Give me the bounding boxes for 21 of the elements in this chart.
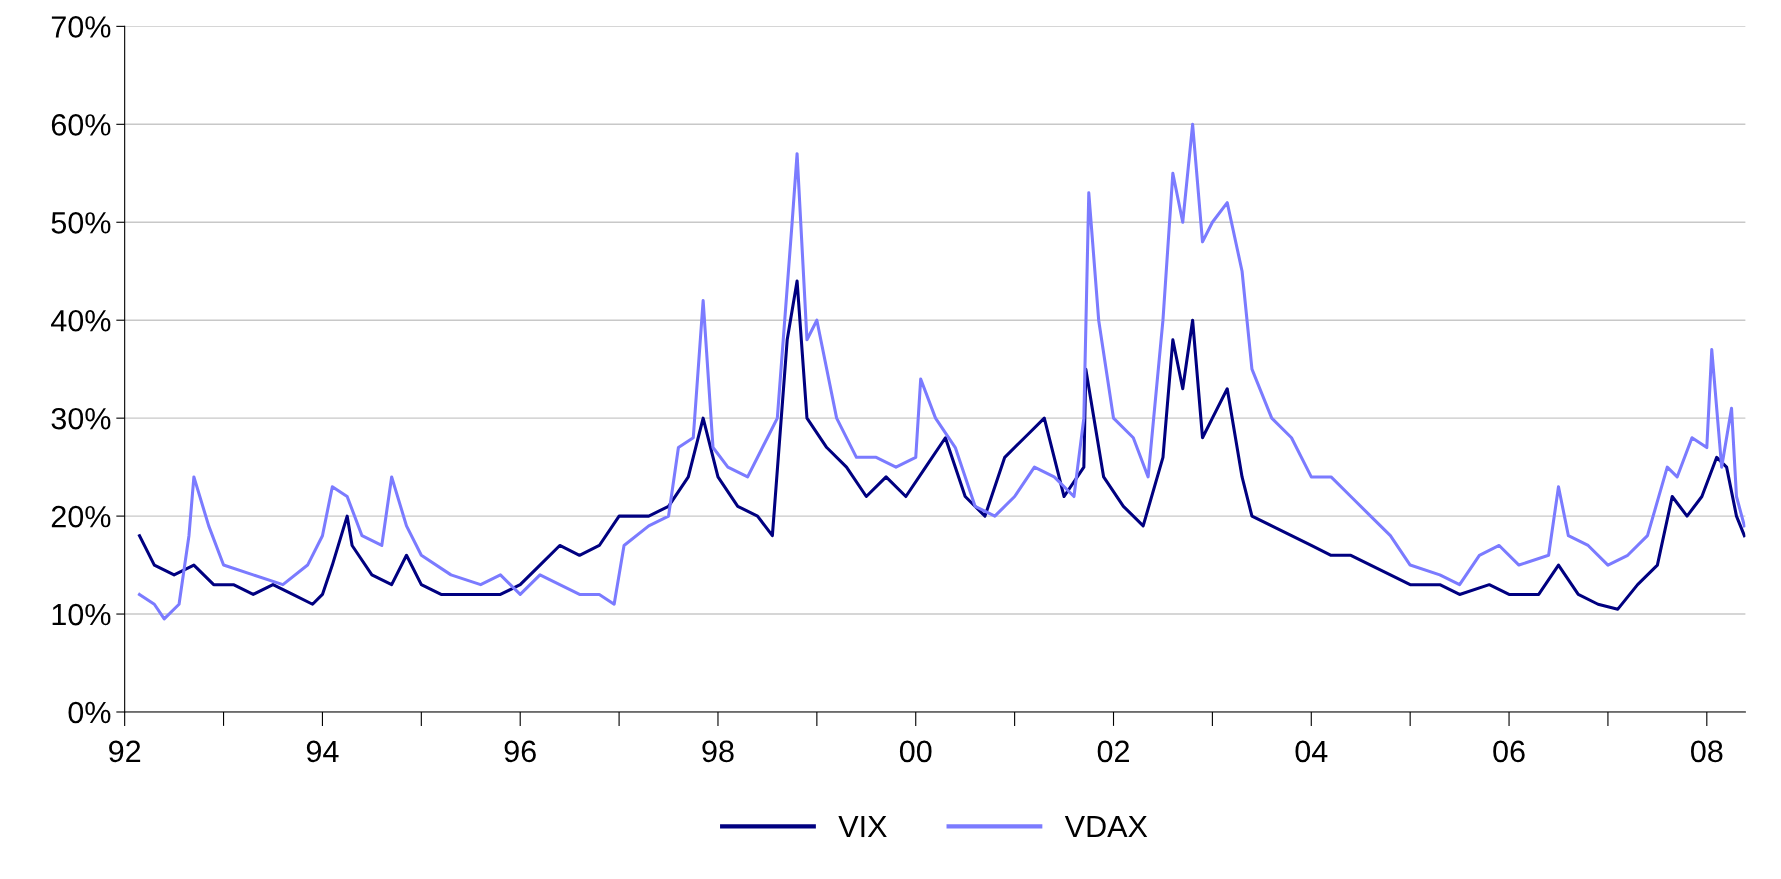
x-tick-label: 92 [109,740,141,763]
y-tick-label: 40% [51,309,111,332]
x-tick-label: 98 [702,740,734,763]
y-tick-label: 0% [68,701,111,724]
line-series [137,122,1746,621]
x-tick-label: 04 [1295,740,1328,763]
x-tick-label: 94 [306,740,339,763]
line-series [137,279,1746,611]
x-tick-label: 00 [899,740,932,763]
y-tick-label: 70% [51,16,111,38]
y-tick-label: 10% [52,603,111,626]
legend-label: VIX [838,816,887,838]
legend-label: VDAX [1064,816,1148,838]
x-tick-label: 06 [1493,740,1525,763]
y-tick-label: 20% [51,505,111,528]
y-tick-label: 60% [51,114,111,136]
y-tick-label: 30% [51,407,111,430]
x-tick-label: 02 [1097,740,1129,763]
x-tick-label: 08 [1691,740,1723,763]
y-tick-label: 50% [51,212,111,234]
x-tick-label: 96 [504,740,536,763]
